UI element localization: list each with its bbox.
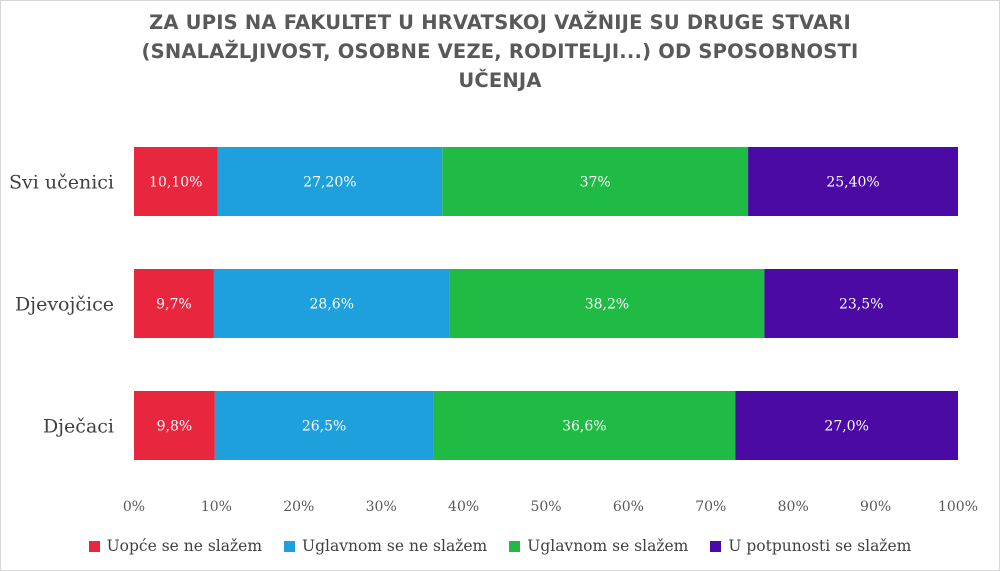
x-tick-label: 60% (613, 499, 644, 515)
bar-segment (735, 391, 958, 460)
x-tick-label: 70% (695, 499, 726, 515)
legend-item: U potpunosti se slažem (710, 537, 911, 555)
bar-segment (764, 269, 958, 338)
x-tick-label: 80% (778, 499, 809, 515)
chart-title-line-2: (SNALAŽLJIVOST, OSOBNE VEZE, RODITELJI..… (141, 40, 859, 63)
x-tick-label: 10% (201, 499, 232, 515)
category-label: Svi učenici (9, 172, 114, 194)
data-label: 27,0% (824, 419, 868, 435)
chart-title: ZA UPIS NA FAKULTET U HRVATSKOJ VAŽNIJE … (100, 8, 900, 95)
data-label: 23,5% (839, 297, 883, 313)
legend-label: Uglavnom se ne slažem (302, 537, 488, 555)
bar-segment (433, 391, 736, 460)
category-label: Djevojčice (15, 294, 114, 316)
bar-segment (134, 147, 218, 216)
x-tick-label: 0% (123, 499, 145, 515)
legend-item: Uglavnom se ne slažem (284, 537, 487, 555)
data-label: 9,7% (156, 297, 192, 313)
legend-item: Uopće se ne slažem (88, 537, 263, 555)
bar-segment (748, 147, 958, 216)
legend-swatch (509, 540, 521, 552)
x-tick-label: 40% (448, 499, 479, 515)
x-tick-label: 50% (530, 499, 561, 515)
bar-segment (217, 147, 443, 216)
bar-segment (442, 147, 749, 216)
data-label: 27,20% (303, 175, 356, 191)
x-tick-label: 90% (860, 499, 891, 515)
bar-segment (214, 391, 434, 460)
bar-segment (134, 391, 215, 460)
legend-swatch (284, 540, 296, 552)
legend-item: Uglavnom se slažem (509, 537, 688, 555)
data-label: 28,6% (310, 297, 354, 313)
data-label: 10,10% (149, 175, 202, 191)
legend-label: Uopće se ne slažem (106, 537, 263, 555)
chart-title-line-3: UČENJA (458, 69, 542, 92)
category-label: Dječaci (43, 416, 114, 438)
chart-legend: Uopće se ne slažem Uglavnom se ne slažem U… (0, 537, 1000, 555)
x-tick-label: 20% (283, 499, 314, 515)
legend-label: U potpunosti se slažem (728, 537, 912, 555)
data-label: 9,8% (157, 419, 193, 435)
legend-label: Uglavnom se slažem (527, 537, 689, 555)
bar-segment (213, 269, 450, 338)
x-tick-label: 100% (938, 499, 978, 515)
legend-swatch (88, 540, 100, 552)
x-tick-label: 30% (366, 499, 397, 515)
data-label: 26,5% (302, 419, 346, 435)
chart-title-line-1: ZA UPIS NA FAKULTET U HRVATSKOJ VAŽNIJE … (149, 11, 851, 34)
legend-swatch (710, 540, 722, 552)
bar-segment (449, 269, 765, 338)
bar-segment (134, 269, 214, 338)
data-label: 36,6% (562, 419, 606, 435)
data-label: 38,2% (585, 297, 629, 313)
data-label: 25,40% (826, 175, 879, 191)
data-label: 37% (580, 175, 611, 191)
